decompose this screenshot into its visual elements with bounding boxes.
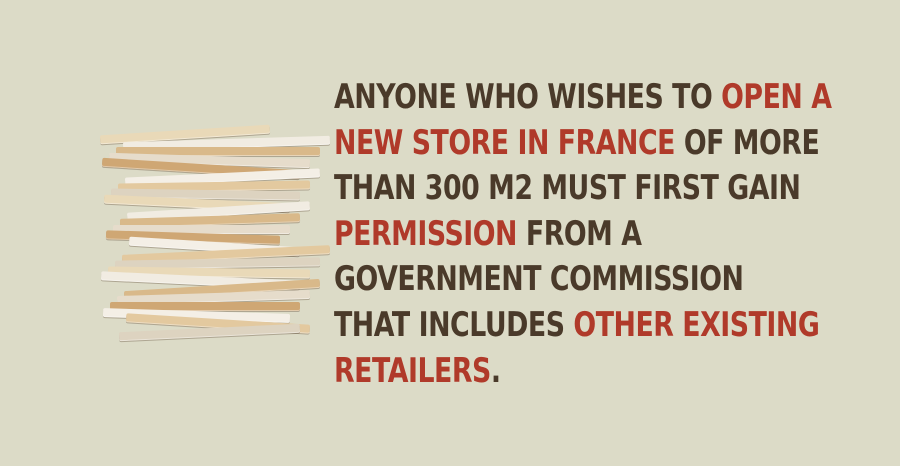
body-text: of more <box>674 122 820 162</box>
highlighted-text: open a <box>721 77 832 116</box>
highlighted-text: permission <box>334 213 518 253</box>
highlighted-text: new store in France <box>334 122 675 162</box>
paper-sheet <box>113 224 290 234</box>
paper-stack-image <box>88 120 331 350</box>
fact-line: Anyone who wishes to open a <box>334 74 832 120</box>
body-text: that includes <box>334 304 574 344</box>
body-text: than 300 m2 must first gain <box>334 168 801 208</box>
highlighted-text: other existing <box>573 304 820 344</box>
fact-line: government commission <box>334 256 766 302</box>
highlighted-text: retailers <box>334 350 491 390</box>
body-text: . <box>490 350 501 390</box>
fact-line: retailers. <box>334 348 766 394</box>
fact-line: than 300 m2 must first gain <box>334 165 801 211</box>
body-text: from a <box>517 213 642 253</box>
fact-text: Anyone who wishes to open a new store in … <box>334 74 832 394</box>
body-text: government commission <box>334 259 744 299</box>
fact-line: permission from a <box>334 211 766 257</box>
paper-sheet <box>110 302 300 311</box>
fact-line: that includes other existing <box>334 302 820 348</box>
fact-line: new store in France of more <box>334 120 820 166</box>
paper-sheet <box>116 147 320 157</box>
body-text: Anyone who wishes to <box>334 77 722 116</box>
